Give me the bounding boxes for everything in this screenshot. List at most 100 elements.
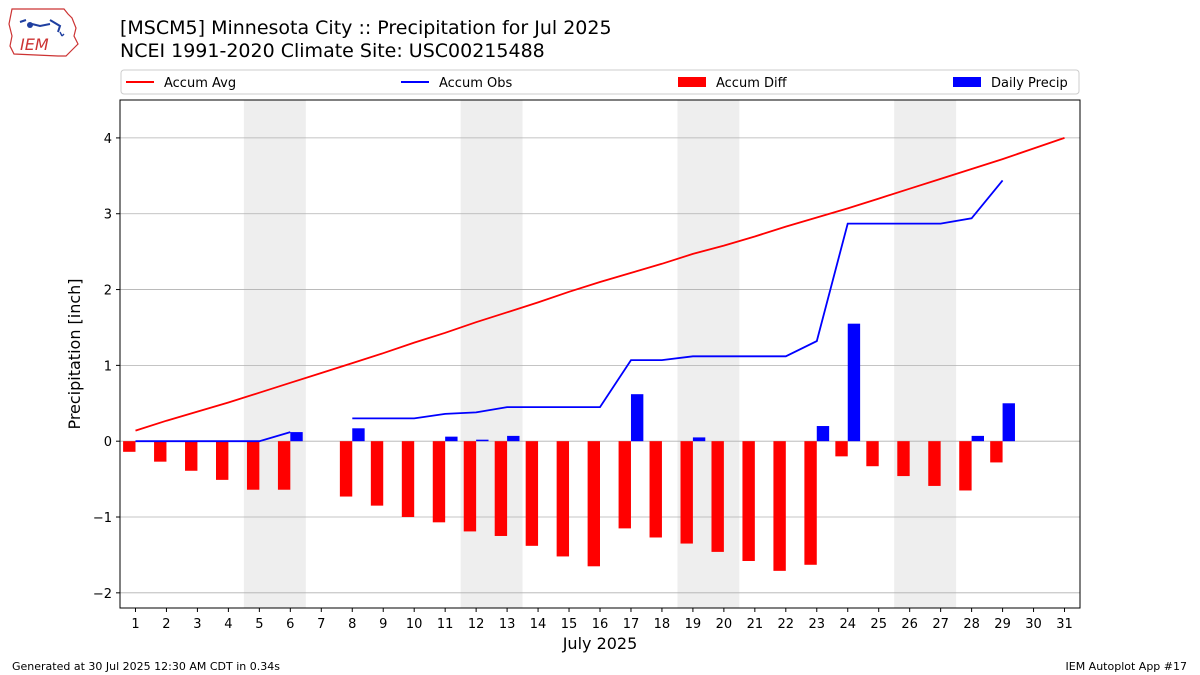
- legend-swatch: [953, 77, 981, 87]
- x-tick-label: 8: [348, 617, 356, 632]
- x-tick-label: 11: [437, 617, 454, 632]
- x-tick-label: 20: [716, 617, 733, 632]
- daily-precip-bar: [445, 436, 458, 442]
- y-tick-label: −1: [93, 511, 112, 526]
- x-tick-label: 29: [994, 617, 1011, 632]
- legend-label: Accum Obs: [439, 76, 512, 91]
- accum-diff-bar: [928, 441, 941, 486]
- accum-diff-bar: [990, 441, 1003, 463]
- x-tick-label: 10: [406, 617, 423, 632]
- daily-precip-bar: [290, 432, 303, 442]
- y-tick-label: −2: [93, 587, 112, 602]
- footer-app: IEM Autoplot App #17: [1065, 660, 1188, 673]
- y-axis-label: Precipitation [inch]: [65, 278, 84, 429]
- x-tick-label: 16: [592, 617, 609, 632]
- daily-precip-bar: [507, 435, 520, 442]
- accum-obs-line: [135, 179, 1004, 443]
- accum-diff-bar: [897, 441, 910, 477]
- accum-diff-bar: [556, 441, 570, 557]
- accum-diff-bar: [370, 441, 384, 506]
- accum-diff-bar: [711, 441, 724, 552]
- x-tick-label: 17: [623, 617, 640, 632]
- x-tick-label: 30: [1025, 617, 1042, 632]
- y-tick-label: 1: [104, 359, 112, 374]
- accum-diff-bar: [866, 441, 879, 467]
- chart-title: [MSCM5] Minnesota City :: Precipitation …: [120, 17, 612, 39]
- series-lines: [135, 137, 1065, 443]
- legend-swatch: [678, 77, 706, 87]
- accum-diff-bar: [154, 441, 167, 462]
- accum-diff-bar: [339, 441, 353, 497]
- accum-diff-bar: [587, 441, 600, 567]
- weekend-band: [243, 100, 306, 608]
- x-tick-label: 1: [131, 617, 139, 632]
- weekend-band: [460, 100, 523, 608]
- x-axis-ticks: 1 2 3 4 5 6 7 8 9 10 11 12 13 14 15 16 17 18 19 20 21 22 23 24 2…: [131, 608, 1073, 632]
- daily-precip-bar: [1002, 403, 1015, 442]
- daily-precip-bar: [630, 394, 644, 442]
- accum-diff-bar: [804, 441, 817, 565]
- accum-diff-bar: [959, 441, 972, 491]
- accum-diff-bar: [401, 441, 415, 518]
- daily-precip-bar: [352, 428, 365, 442]
- footer-generated: Generated at 30 Jul 2025 12:30 AM CDT in…: [12, 660, 280, 673]
- y-tick-label: 4: [104, 132, 112, 147]
- accum-diff-bar: [463, 441, 477, 532]
- x-tick-label: 18: [654, 617, 671, 632]
- logo-text: IEM: [20, 35, 49, 54]
- legend-label: Accum Avg: [164, 76, 236, 91]
- x-tick-label: 23: [809, 617, 826, 632]
- accum-diff-bar: [618, 441, 631, 529]
- bars: [123, 323, 1015, 571]
- x-tick-label: 6: [286, 617, 294, 632]
- accum-diff-bar: [494, 441, 508, 536]
- iem-logo: IEM: [8, 8, 79, 57]
- x-tick-label: 9: [379, 617, 387, 632]
- x-tick-label: 5: [255, 617, 263, 632]
- x-tick-label: 3: [193, 617, 201, 632]
- x-tick-label: 22: [778, 617, 795, 632]
- accum-diff-bar: [277, 441, 291, 490]
- y-tick-label: 0: [104, 435, 112, 450]
- chart-subtitle: NCEI 1991-2020 Climate Site: USC00215488: [120, 40, 545, 62]
- accum-diff-bar: [123, 441, 136, 452]
- x-tick-label: 7: [317, 617, 325, 632]
- x-axis-label: July 2025: [562, 634, 638, 653]
- accum-diff-bar: [835, 441, 848, 457]
- y-tick-label: 2: [104, 284, 112, 299]
- x-tick-label: 31: [1056, 617, 1073, 632]
- legend-box: [120, 69, 1080, 95]
- legend: Accum Avg Accum Obs Accum Diff Daily Precip: [120, 69, 1080, 95]
- x-tick-label: 26: [901, 617, 918, 632]
- y-axis-ticks: −2 −1 0 1 2 3 4: [93, 132, 120, 602]
- accum-avg-line: [135, 137, 1065, 432]
- accum-diff-bar: [432, 441, 446, 523]
- accum-diff-bar: [773, 441, 786, 571]
- accum-diff-bar: [216, 441, 229, 480]
- x-tick-label: 21: [747, 617, 764, 632]
- x-tick-label: 27: [932, 617, 949, 632]
- y-tick-label: 3: [104, 208, 112, 223]
- daily-precip-bar: [847, 323, 861, 442]
- x-tick-label: 13: [499, 617, 516, 632]
- x-tick-label: 2: [162, 617, 170, 632]
- accum-diff-bar: [742, 441, 755, 561]
- x-tick-label: 28: [963, 617, 980, 632]
- x-tick-label: 25: [870, 617, 887, 632]
- x-tick-label: 15: [561, 617, 578, 632]
- accum-diff-bar: [185, 441, 198, 471]
- x-tick-label: 19: [685, 617, 702, 632]
- legend-label: Daily Precip: [991, 76, 1068, 91]
- accum-diff-bar: [525, 441, 539, 546]
- accum-diff-bar: [680, 441, 693, 544]
- legend-label: Accum Diff: [716, 76, 788, 91]
- x-tick-label: 12: [468, 617, 485, 632]
- x-tick-label: 14: [530, 617, 547, 632]
- daily-precip-bar: [816, 426, 830, 442]
- daily-precip-bar: [692, 437, 706, 442]
- daily-precip-bar: [476, 439, 489, 442]
- x-tick-label: 4: [224, 617, 232, 632]
- accum-diff-bar: [649, 441, 662, 538]
- accum-diff-bar: [246, 441, 260, 490]
